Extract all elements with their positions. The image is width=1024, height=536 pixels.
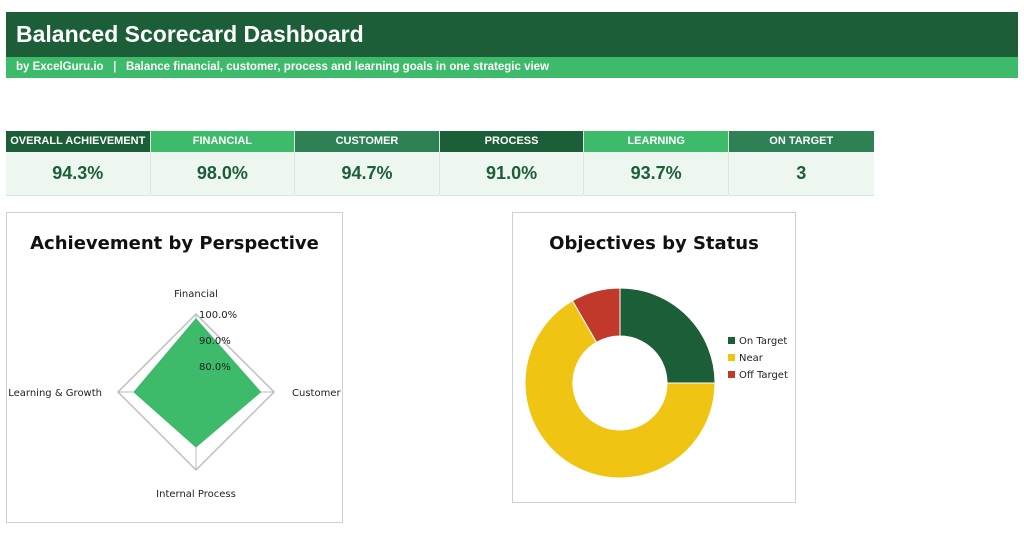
kpi-label: CUSTOMER <box>295 131 439 152</box>
kpi-value: 93.7% <box>584 152 728 196</box>
donut-chart: On Target Near Off Target <box>524 287 788 479</box>
kpi-value: 94.3% <box>6 152 150 196</box>
radar-tick-label: 100.0% <box>199 310 237 321</box>
kpi-label: LEARNING <box>584 131 728 152</box>
subtitle-bar: by ExcelGuru.io | Balance financial, cus… <box>6 57 1018 78</box>
header-banner: Balanced Scorecard Dashboard <box>6 12 1018 57</box>
donut-slice-near <box>524 300 716 479</box>
kpi-overall-achievement: OVERALL ACHIEVEMENT 94.3% <box>6 131 151 196</box>
legend-swatch <box>728 337 735 344</box>
page-title: Balanced Scorecard Dashboard <box>16 21 364 47</box>
kpi-customer: CUSTOMER 94.7% <box>295 131 440 196</box>
radar-series-area <box>133 318 262 448</box>
kpi-value: 91.0% <box>439 152 584 196</box>
legend-swatch <box>728 371 735 378</box>
radar-chart: 80.0% 90.0% 100.0% Financial Customer Interna… <box>8 289 341 500</box>
donut-chart-title: Objectives by Status <box>549 233 759 254</box>
kpi-financial: FINANCIAL 98.0% <box>150 131 296 196</box>
kpi-value: 3 <box>728 152 874 196</box>
kpi-label: PROCESS <box>439 131 584 152</box>
radar-chart-panel: Achievement by Perspective 80.0% 90.0% 100… <box>6 212 343 523</box>
kpi-on-target: ON TARGET 3 <box>728 131 874 196</box>
kpi-learning: LEARNING 93.7% <box>584 131 729 196</box>
legend-swatch <box>728 354 735 361</box>
radar-axis-label: Customer <box>292 388 341 399</box>
kpi-label: ON TARGET <box>728 131 874 152</box>
kpi-row: OVERALL ACHIEVEMENT 94.3% FINANCIAL 98.0… <box>6 131 874 196</box>
kpi-label: FINANCIAL <box>150 131 295 152</box>
radar-axis-label: Financial <box>174 289 218 300</box>
legend-label: Off Target <box>739 370 788 381</box>
donut-slice-on-target <box>619 287 716 384</box>
legend-label: On Target <box>739 336 787 347</box>
radar-tick-label: 90.0% <box>199 336 231 347</box>
legend-label: Near <box>739 353 764 364</box>
kpi-label: OVERALL ACHIEVEMENT <box>6 131 150 152</box>
radar-chart-title: Achievement by Perspective <box>30 233 319 254</box>
page-subtitle: by ExcelGuru.io | Balance financial, cus… <box>16 61 550 73</box>
donut-slice-off-target <box>571 287 621 343</box>
kpi-process: PROCESS 91.0% <box>439 131 585 196</box>
radar-tick-label: 80.0% <box>199 362 231 373</box>
donut-chart-panel: Objectives by Status On Target Near Off Ta… <box>512 212 796 503</box>
kpi-value: 98.0% <box>150 152 295 196</box>
radar-axis-label: Learning & Growth <box>8 388 102 399</box>
radar-axis-label: Internal Process <box>156 489 236 500</box>
kpi-value: 94.7% <box>295 152 439 196</box>
